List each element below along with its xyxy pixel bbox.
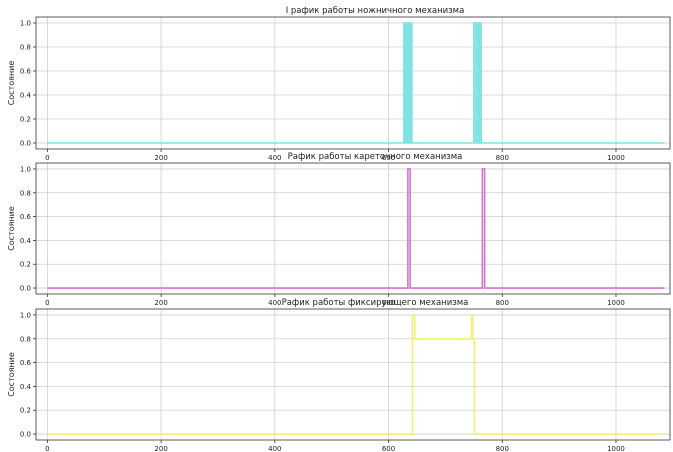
chart-2-y-axis-label: Состояние — [7, 206, 16, 251]
chart-1-y-tick-label: 0.2 — [20, 116, 31, 124]
chart-3-x-tick-label: 800 — [496, 445, 509, 452]
chart-3-y-tick-label: 1.0 — [20, 311, 31, 319]
chart-2: 0 200 400 600 800 1000 0.0 0.2 0.4 0.6 0.8 1.0 Состо… — [7, 152, 671, 307]
chart-2-y-tick-label: 0.6 — [20, 213, 32, 221]
chart-1-y-tick-label: 1.0 — [20, 20, 31, 28]
chart-3-axes-frame — [35, 308, 671, 441]
chart-2-x-tick-label: 200 — [154, 299, 167, 307]
chart-2-y-tick-label: 0.2 — [20, 261, 31, 269]
chart-3-x-tick-label: 600 — [382, 445, 395, 452]
chart-3: 0 200 400 600 800 1000 0.0 0.2 0.4 0.6 0.8 1.0 Состо… — [7, 298, 671, 452]
chart-1-series-line — [47, 22, 665, 144]
chart-2-x-tick-label: 600 — [382, 299, 395, 307]
chart-1-x-tick-label: 600 — [382, 154, 395, 162]
chart-3-y-tick-label: 0.8 — [20, 335, 31, 343]
chart-2-y-tick-label: 0.4 — [20, 237, 32, 245]
chart-2-y-tick-label: 0.8 — [20, 189, 31, 197]
chart-1-y-tick-label: 0.4 — [20, 92, 32, 100]
chart-1-x-tick-label: 0 — [45, 154, 49, 162]
chart-3-x-tick-label: 1000 — [607, 445, 625, 452]
chart-1-axes-frame — [35, 16, 671, 150]
chart-1-y-tick-label: 0.0 — [20, 140, 31, 148]
chart-3-title: Рафик работы фиксирующего механизма — [282, 298, 469, 308]
chart-2-x-tick-label: 0 — [45, 299, 49, 307]
chart-1-y-tick-label: 0.8 — [20, 44, 31, 52]
chart-2-series-line — [47, 168, 665, 289]
chart-1-x-tick-label: 400 — [268, 154, 281, 162]
chart-3-x-tick-label: 200 — [154, 445, 167, 452]
chart-2-title: Рафик работы кареточного механизма — [288, 152, 463, 162]
chart-3-y-tick-label: 0.4 — [20, 383, 32, 391]
chart-2-y-tick-label: 0.0 — [20, 285, 31, 293]
chart-3-y-tick-label: 0.6 — [20, 359, 32, 367]
chart-3-y-axis-label: Состояние — [7, 352, 16, 397]
chart-2-y-tick-label: 1.0 — [20, 165, 31, 173]
chart-3-x-tick-label: 0 — [45, 445, 49, 452]
chart-1-y-tick-label: 0.6 — [20, 68, 32, 76]
chart-2-x-tick-label: 1000 — [607, 299, 625, 307]
chart-1: 0 200 400 600 800 1000 0.0 0.2 0.4 0.6 0.8 1.0 Состо… — [7, 6, 671, 162]
chart-1-y-axis-label: Состояние — [7, 61, 16, 106]
chart-2-x-tick-label: 400 — [268, 299, 281, 307]
chart-1-x-tick-label: 200 — [154, 154, 167, 162]
chart-3-y-tick-label: 0.2 — [20, 407, 31, 415]
chart-1-title: I рафик работы ножничного механизма — [286, 6, 465, 16]
chart-1-x-tick-label: 800 — [496, 154, 509, 162]
chart-2-axes-frame — [35, 162, 671, 295]
chart-3-series-line — [47, 314, 665, 435]
chart-1-x-tick-label: 1000 — [607, 154, 625, 162]
chart-3-y-tick-label: 0.0 — [20, 431, 31, 439]
chart-3-x-tick-label: 400 — [268, 445, 281, 452]
chart-2-x-tick-label: 800 — [496, 299, 509, 307]
